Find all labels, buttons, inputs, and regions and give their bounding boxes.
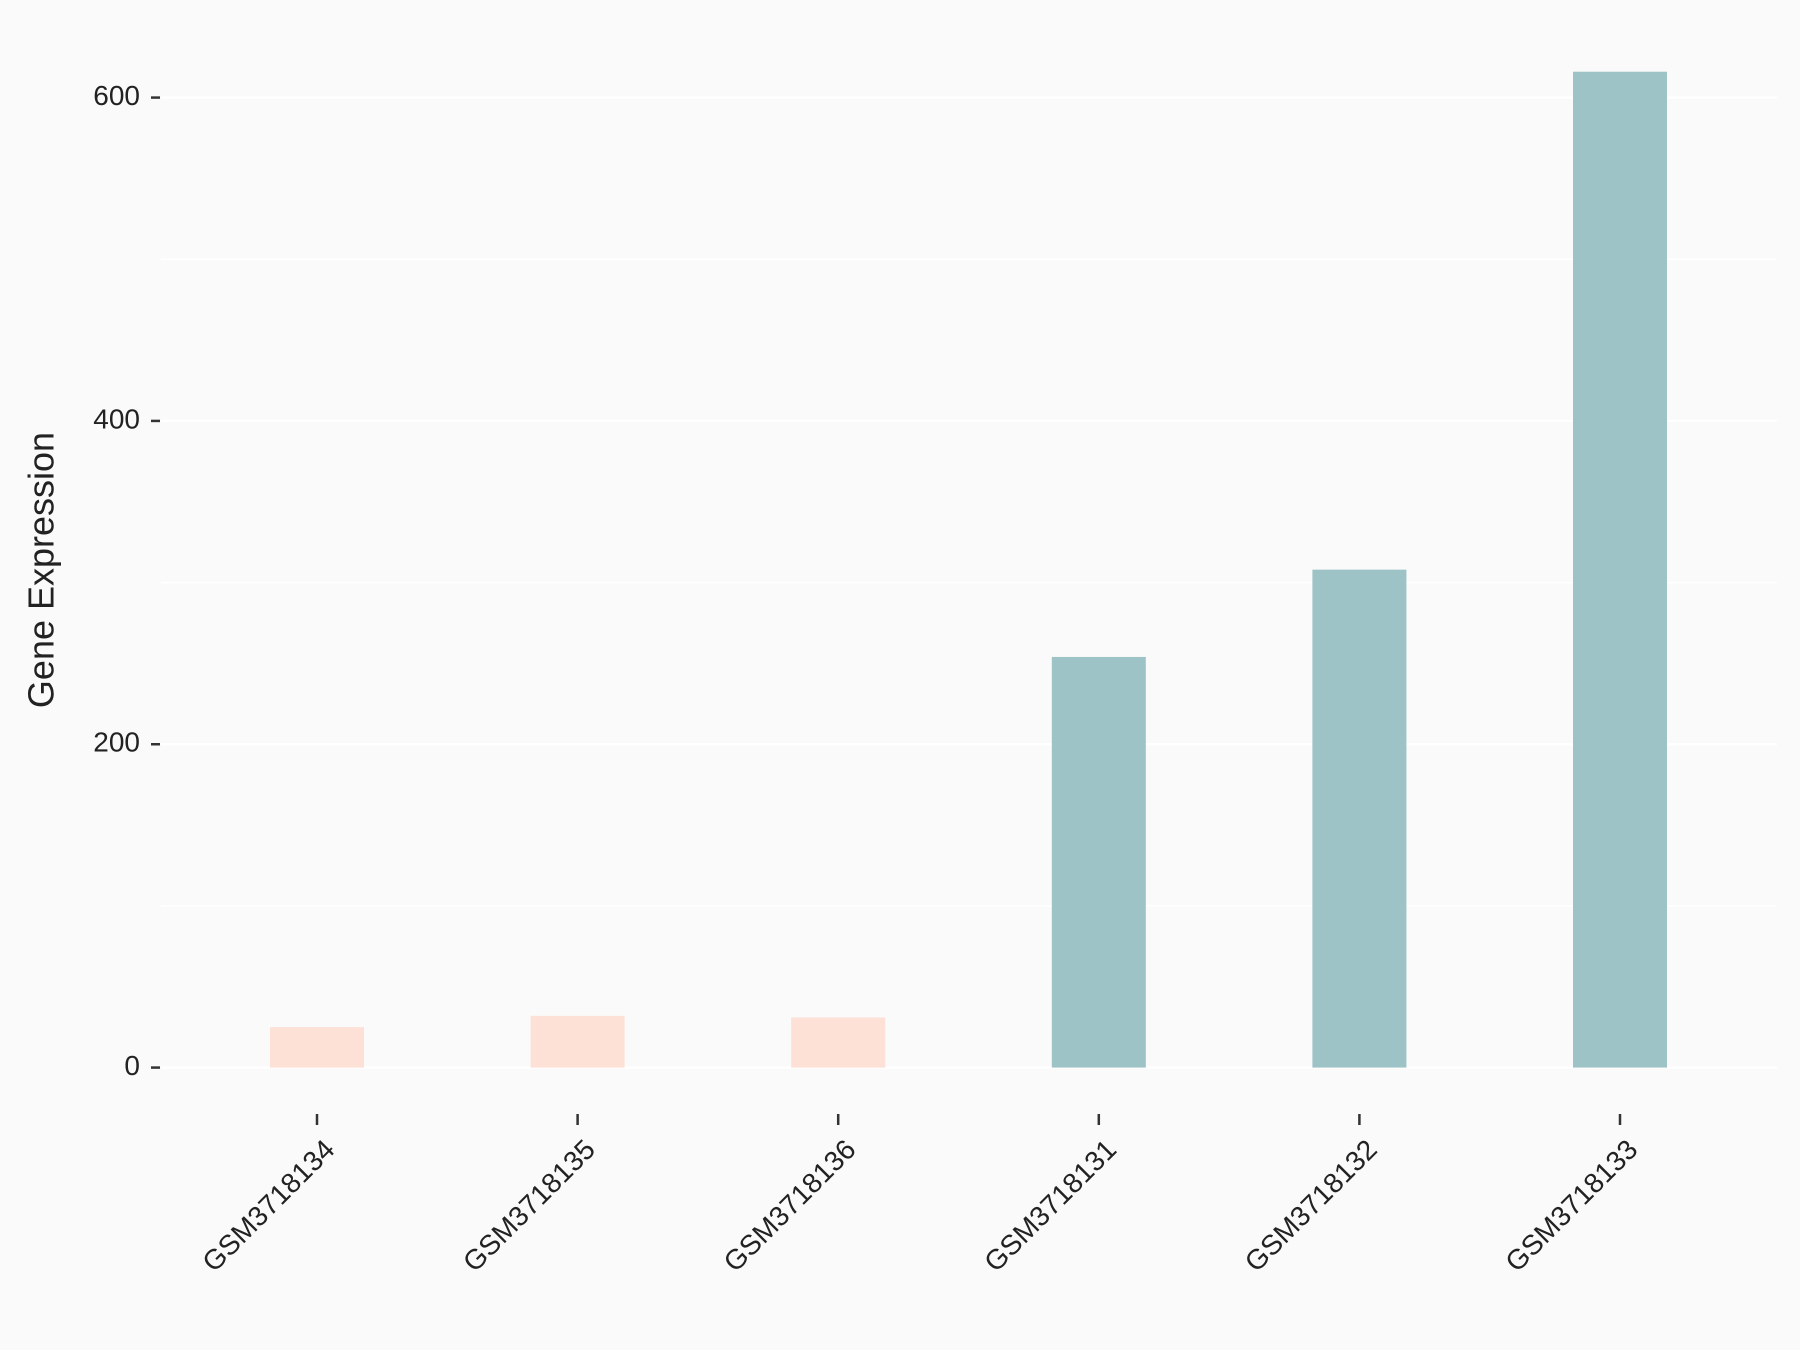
- bar: [791, 1017, 886, 1068]
- y-axis-title: Gene Expression: [21, 432, 62, 708]
- y-tick-label: 0: [124, 1050, 140, 1081]
- y-tick-label: 200: [93, 727, 140, 758]
- bar: [530, 1015, 625, 1068]
- bar: [1051, 656, 1146, 1068]
- bar: [1573, 71, 1667, 1068]
- y-tick-label: 400: [93, 403, 140, 434]
- bar: [1312, 569, 1407, 1068]
- bar: [270, 1027, 364, 1068]
- y-tick-label: 600: [93, 80, 140, 111]
